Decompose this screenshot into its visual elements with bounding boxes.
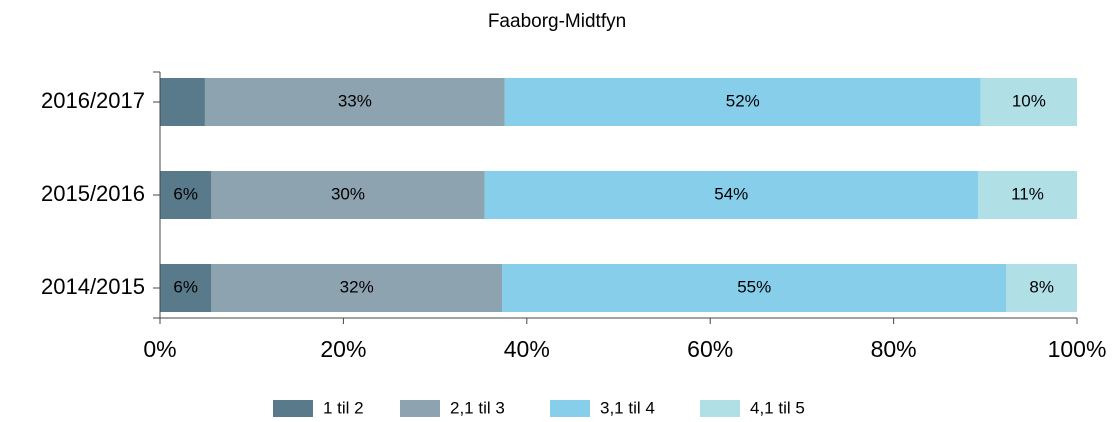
data-label: 11% [1011, 184, 1044, 203]
x-tick-label: 80% [871, 336, 917, 362]
bar-segment [160, 171, 212, 219]
x-tick-label: 0% [143, 336, 176, 362]
bar-segment [504, 78, 981, 126]
bar-segment [502, 264, 1007, 312]
legend-swatch [273, 400, 313, 417]
y-tick-label: 2016/2017 [41, 88, 145, 113]
data-label: 8% [1029, 277, 1054, 296]
x-tick-label: 60% [687, 336, 733, 362]
bar-segment [980, 78, 1077, 126]
x-tick-label: 100% [1048, 336, 1107, 362]
bar-segment [211, 171, 485, 219]
y-tick-label: 2015/2016 [41, 181, 145, 206]
bar-segment [204, 78, 505, 126]
chart-title: Faaborg-Midtfyn [488, 11, 626, 32]
bar-segment [160, 78, 205, 126]
data-label: 6% [173, 184, 198, 203]
x-tick-label: 40% [504, 336, 550, 362]
legend-label: 1 til 2 [323, 398, 364, 417]
y-tick-label: 2014/2015 [41, 274, 145, 299]
legend-label: 3,1 til 4 [600, 398, 655, 417]
bar-segment [1006, 264, 1077, 312]
bar-segment [211, 264, 503, 312]
data-label: 52% [726, 91, 760, 110]
data-label: 6% [173, 277, 198, 296]
data-label: 54% [714, 184, 748, 203]
legend-label: 4,1 til 5 [750, 398, 805, 417]
bar-segment [484, 171, 978, 219]
data-label: 30% [331, 184, 365, 203]
data-label: 10% [1012, 91, 1046, 110]
data-label: 55% [737, 277, 771, 296]
legend-swatch [550, 400, 590, 417]
legend-swatch [400, 400, 440, 417]
data-label: 32% [340, 277, 374, 296]
bar-segment [160, 264, 212, 312]
data-label: 33% [338, 91, 372, 110]
legend-swatch [700, 400, 740, 417]
legend-label: 2,1 til 3 [450, 398, 505, 417]
x-tick-label: 20% [320, 336, 366, 362]
bar-segment [977, 171, 1077, 219]
